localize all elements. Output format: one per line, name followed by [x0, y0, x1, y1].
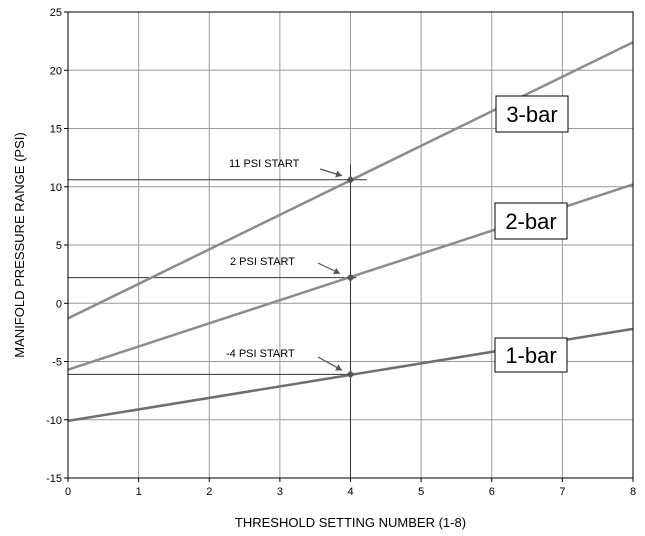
y-tick-label: -10 — [46, 415, 62, 427]
callout-label: 2 PSI START — [230, 256, 295, 268]
series-label-3-bar: 3-bar — [506, 102, 557, 127]
y-tick-label: -15 — [46, 473, 62, 485]
reference-lines — [68, 164, 367, 478]
y-tick-label: 15 — [50, 124, 62, 136]
series-label-1-bar: 1-bar — [505, 343, 556, 368]
plot-frame — [67, 11, 634, 479]
x-tick-label: 5 — [418, 486, 424, 498]
x-tick-label: 1 — [136, 486, 142, 498]
marker-point — [346, 370, 355, 379]
x-tick-label: 6 — [489, 486, 495, 498]
x-tick-label: 8 — [630, 486, 636, 498]
callout-label: 11 PSI START — [229, 158, 300, 170]
x-axis-title: THRESHOLD SETTING NUMBER (1-8) — [235, 515, 466, 530]
x-tick-label: 3 — [277, 486, 283, 498]
marker-point — [346, 175, 355, 184]
annotations: 11 PSI START 2 PSI START -4 PSI START — [226, 158, 343, 371]
y-tick-label: 5 — [56, 240, 62, 252]
marker-point — [346, 273, 355, 282]
y-tick-label: 0 — [56, 298, 62, 310]
series-label-box-1-bar — [494, 337, 568, 373]
callout-arrowhead — [335, 364, 342, 371]
y-axis-title: MANIFOLD PRESSURE RANGE (PSI) — [12, 132, 27, 357]
y-tick-label: 25 — [50, 7, 62, 19]
series-label-box-3-bar — [495, 95, 569, 133]
y-tick-label: 10 — [50, 182, 62, 194]
marker-points — [346, 175, 355, 379]
series-labels: 1-bar 2-bar 3-bar — [494, 95, 569, 373]
x-tick-label: 0 — [65, 486, 71, 498]
y-tick-label: 20 — [50, 65, 62, 77]
y-tick-label: -5 — [52, 357, 62, 369]
x-tick-label: 2 — [206, 486, 212, 498]
x-tick-label: 7 — [559, 486, 565, 498]
callout-arrowhead — [335, 170, 342, 178]
tick-labels: 0 1 2 3 4 5 6 7 8 -15 -10 -5 0 5 10 15 20 25 — [46, 7, 636, 498]
series-label-2-bar: 2-bar — [505, 209, 556, 234]
callout-arrowhead — [333, 267, 340, 275]
series-label-box-2-bar — [494, 202, 568, 240]
x-tick-label: 4 — [347, 486, 353, 498]
callout-label: -4 PSI START — [226, 348, 295, 360]
